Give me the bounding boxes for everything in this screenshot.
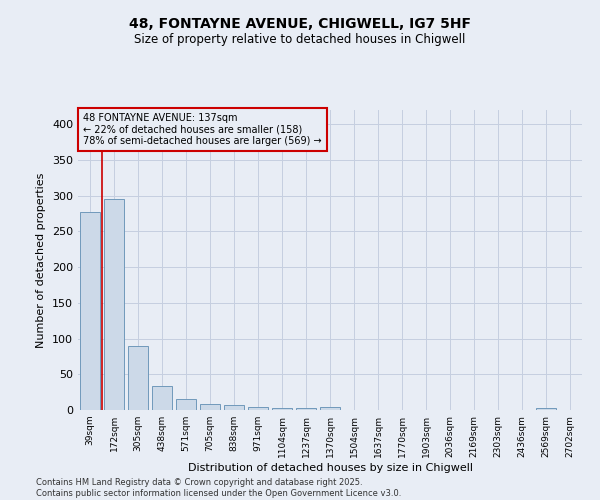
Bar xyxy=(536,408,556,410)
Bar xyxy=(200,404,220,410)
Bar xyxy=(248,407,268,410)
Text: Contains HM Land Registry data © Crown copyright and database right 2025.
Contai: Contains HM Land Registry data © Crown c… xyxy=(36,478,401,498)
Bar xyxy=(176,398,196,410)
X-axis label: Distribution of detached houses by size in Chigwell: Distribution of detached houses by size … xyxy=(187,462,473,472)
Text: 48 FONTAYNE AVENUE: 137sqm
← 22% of detached houses are smaller (158)
78% of sem: 48 FONTAYNE AVENUE: 137sqm ← 22% of deta… xyxy=(83,113,322,146)
Y-axis label: Number of detached properties: Number of detached properties xyxy=(37,172,46,348)
Bar xyxy=(104,200,124,410)
Bar xyxy=(320,407,340,410)
Text: 48, FONTAYNE AVENUE, CHIGWELL, IG7 5HF: 48, FONTAYNE AVENUE, CHIGWELL, IG7 5HF xyxy=(129,18,471,32)
Bar xyxy=(152,386,172,410)
Text: Size of property relative to detached houses in Chigwell: Size of property relative to detached ho… xyxy=(134,32,466,46)
Bar xyxy=(296,408,316,410)
Bar xyxy=(80,212,100,410)
Bar xyxy=(272,408,292,410)
Bar xyxy=(224,405,244,410)
Bar xyxy=(128,346,148,410)
